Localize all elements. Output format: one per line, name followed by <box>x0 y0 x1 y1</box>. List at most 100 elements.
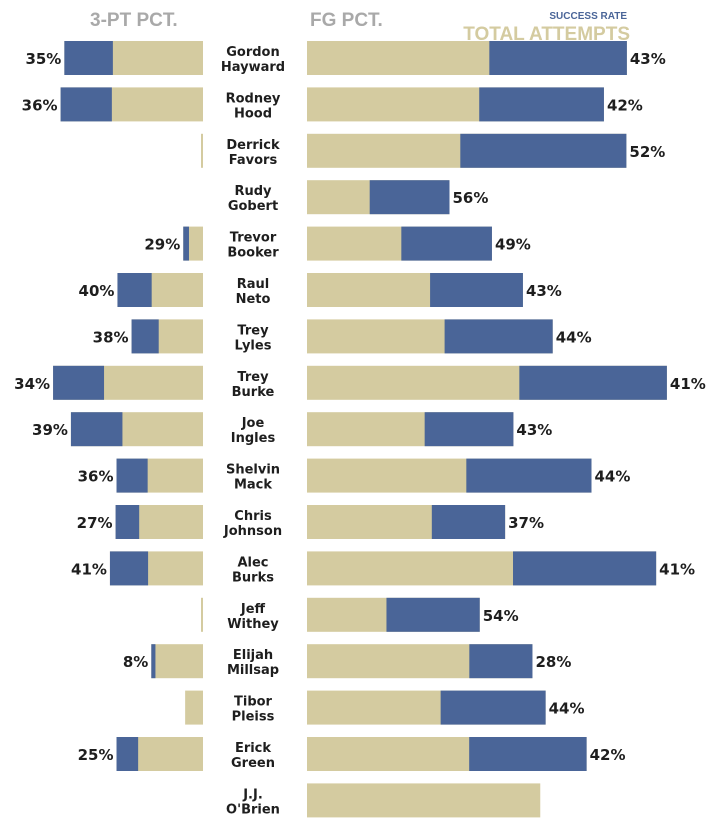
player-last-name: Favors <box>229 153 278 168</box>
three-point-success-bar <box>131 319 159 354</box>
player-last-name: Hood <box>234 106 272 121</box>
three-point-pct-label: 25% <box>78 746 114 764</box>
field-goal-pct-label: 43% <box>630 50 666 68</box>
player-first-name: Shelvin <box>226 463 280 478</box>
field-goal-pct-label: 42% <box>590 746 626 764</box>
legend-success-rate: SUCCESS RATE <box>549 11 627 22</box>
player-last-name: Burks <box>232 570 274 585</box>
player-first-name: Chris <box>234 509 272 524</box>
field-goal-success-bar <box>431 505 506 539</box>
player-first-name: Elijah <box>233 648 273 663</box>
field-goal-pct-label: 43% <box>516 421 552 439</box>
player-last-name: Mack <box>234 478 272 493</box>
three-point-pct-label: 34% <box>14 375 50 393</box>
field-goal-success-bar <box>479 87 604 122</box>
field-goal-success-bar <box>424 412 514 447</box>
field-goal-pct-label: 43% <box>526 282 562 300</box>
field-goal-heading: FG PCT. <box>310 10 383 31</box>
three-point-attempts-bar <box>201 597 203 632</box>
player-first-name: Tibor <box>234 695 273 710</box>
three-point-pct-label: 29% <box>144 236 180 254</box>
player-last-name: Green <box>231 756 275 771</box>
field-goal-pct-label: 44% <box>556 328 592 346</box>
player-first-name: Jeff <box>240 602 266 617</box>
three-point-attempts-bar <box>185 690 203 725</box>
player-first-name: Erick <box>235 741 271 756</box>
field-goal-pct-label: 44% <box>595 468 631 486</box>
player-first-name: Gordon <box>226 45 280 60</box>
three-point-success-bar <box>109 551 149 586</box>
player-first-name: Trevor <box>230 231 277 246</box>
field-goal-success-bar <box>430 273 523 307</box>
field-goal-pct-label: 56% <box>452 189 488 207</box>
field-goal-pct-label: 42% <box>607 96 643 114</box>
field-goal-success-bar <box>401 226 492 261</box>
field-goal-attempts-bar <box>307 783 541 818</box>
field-goal-success-bar <box>369 180 450 215</box>
player-last-name: Pleiss <box>232 710 275 725</box>
field-goal-pct-label: 52% <box>629 143 665 161</box>
legend-total-attempts: TOTAL ATTEMPTS <box>463 24 630 45</box>
field-goal-success-bar <box>460 133 627 168</box>
player-last-name: Lyles <box>235 338 272 353</box>
field-goal-success-bar <box>440 690 546 725</box>
three-point-success-bar <box>60 87 112 122</box>
field-goal-pct-label: 28% <box>535 653 571 671</box>
field-goal-success-bar <box>444 319 553 354</box>
player-first-name: Alec <box>237 555 268 570</box>
three-point-success-bar <box>115 505 140 539</box>
three-point-success-bar <box>64 41 113 75</box>
field-goal-pct-label: 41% <box>659 560 695 578</box>
three-point-pct-label: 36% <box>78 468 114 486</box>
player-last-name: O'Brien <box>226 802 280 817</box>
player-first-name: Rodney <box>226 91 281 106</box>
player-last-name: Hayward <box>221 60 285 75</box>
field-goal-success-bar <box>519 365 667 400</box>
player-last-name: Ingles <box>231 431 276 446</box>
three-point-success-bar <box>183 226 189 261</box>
player-last-name: Neto <box>236 292 271 307</box>
player-first-name: Raul <box>237 277 270 292</box>
three-point-pct-label: 39% <box>32 421 68 439</box>
field-goal-success-bar <box>469 737 587 771</box>
player-first-name: Trey <box>237 370 269 385</box>
player-first-name: Trey <box>237 323 269 338</box>
player-first-name: J.J. <box>242 787 263 802</box>
field-goal-pct-label: 49% <box>495 236 531 254</box>
three-point-success-bar <box>151 644 156 679</box>
player-last-name: Johnson <box>223 524 282 539</box>
player-row: J.J.O'Brien <box>226 783 541 818</box>
player-last-name: Millsap <box>227 663 279 678</box>
player-last-name: Withey <box>227 617 279 632</box>
three-point-success-bar <box>117 273 152 307</box>
player-first-name: Rudy <box>234 184 272 199</box>
player-last-name: Booker <box>227 246 279 261</box>
three-point-pct-label: 35% <box>25 50 61 68</box>
field-goal-success-bar <box>469 644 533 679</box>
field-goal-pct-label: 37% <box>508 514 544 532</box>
three-point-success-bar <box>53 365 105 400</box>
player-first-name: Derrick <box>226 138 280 153</box>
three-point-heading: 3-PT PCT. <box>90 10 178 31</box>
three-point-pct-label: 41% <box>71 560 107 578</box>
player-first-name: Joe <box>241 416 265 431</box>
field-goal-pct-label: 54% <box>483 607 519 625</box>
